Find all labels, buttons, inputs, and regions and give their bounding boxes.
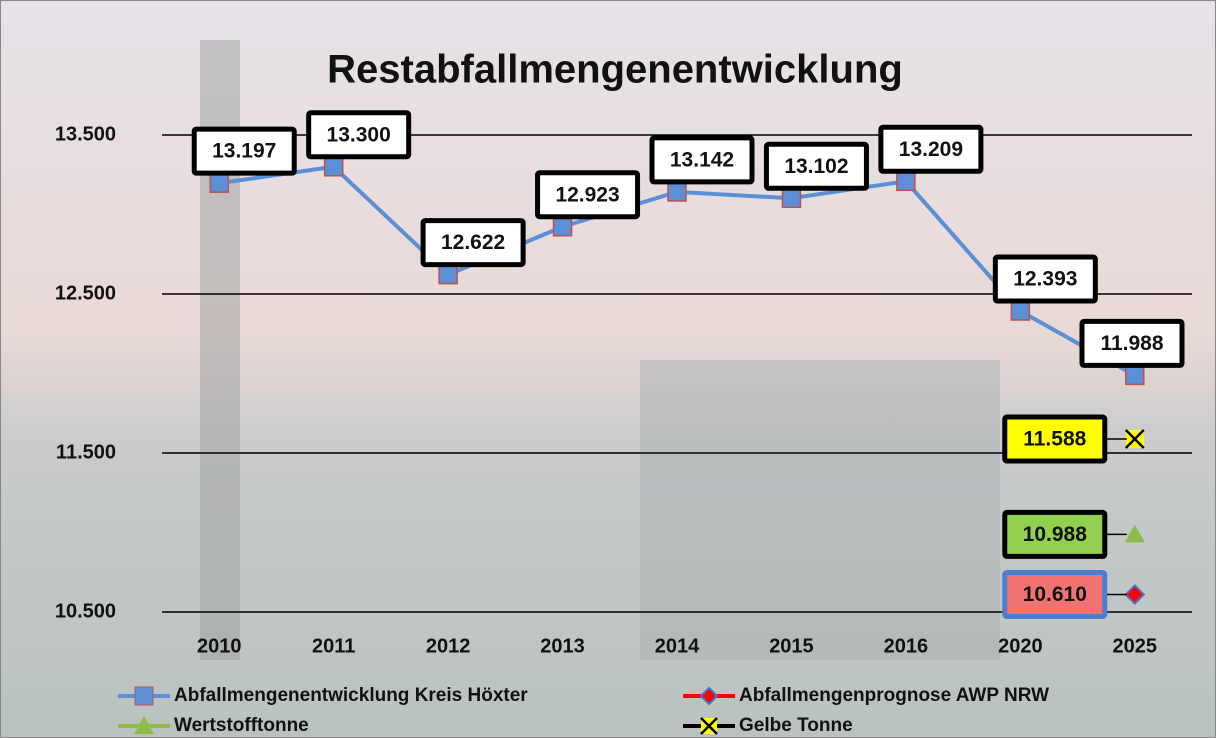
x-tick-label: 2010 xyxy=(197,635,242,657)
x-tick-label: 2012 xyxy=(426,635,471,657)
value-label-box xyxy=(992,254,1098,304)
value-label: 11.588 xyxy=(1023,428,1086,451)
value-label-box xyxy=(878,124,984,174)
data-point xyxy=(438,264,458,285)
value-label-box xyxy=(1002,570,1108,620)
value-label: 12.622 xyxy=(441,231,505,254)
value-label-box xyxy=(1002,414,1108,464)
x-tick-label: 2020 xyxy=(998,635,1043,657)
data-point xyxy=(667,182,687,202)
legend-marker xyxy=(699,686,719,706)
value-label: 13.300 xyxy=(327,123,391,146)
value-label-box xyxy=(1002,509,1108,559)
value-label: 11.988 xyxy=(1100,332,1163,355)
legend-label: Wertstofftonne xyxy=(174,715,309,736)
y-tick-label: 10.500 xyxy=(55,600,116,622)
value-label: 13.102 xyxy=(784,155,848,178)
chart-title: Restabfallmengenentwicklung xyxy=(327,48,903,92)
legend-marker xyxy=(134,716,154,734)
legend-label: Abfallmengenprognose AWP NRW xyxy=(739,685,1049,706)
legend-label: Abfallmengenentwicklung Kreis Höxter xyxy=(174,685,528,706)
x-tick-label: 2025 xyxy=(1113,635,1158,657)
value-label: 10.610 xyxy=(1023,583,1087,606)
y-tick-label: 11.500 xyxy=(56,441,116,463)
value-label: 13.209 xyxy=(899,138,963,161)
data-point xyxy=(1125,365,1145,386)
data-point xyxy=(1124,524,1145,543)
value-label-box xyxy=(306,110,412,160)
data-point xyxy=(1124,584,1146,605)
data-point xyxy=(781,188,802,209)
data-point xyxy=(209,173,229,193)
value-label-box xyxy=(191,126,297,176)
data-point xyxy=(1010,301,1031,321)
legend-marker-cross xyxy=(700,717,718,735)
legend-marker xyxy=(134,686,154,706)
value-label-box xyxy=(649,135,755,185)
data-point xyxy=(323,157,344,177)
value-label: 13.197 xyxy=(212,140,276,163)
data-point-cross xyxy=(1124,429,1145,449)
y-tick-label: 13.500 xyxy=(55,123,116,145)
value-label-box xyxy=(420,218,526,268)
data-point xyxy=(896,171,916,192)
y-tick-label: 12.500 xyxy=(55,282,116,304)
value-label-box xyxy=(535,170,641,220)
value-label-box xyxy=(763,141,869,191)
x-tick-label: 2013 xyxy=(540,635,585,657)
x-tick-label: 2014 xyxy=(655,635,700,657)
data-point xyxy=(552,216,573,237)
x-tick-label: 2011 xyxy=(312,635,355,657)
x-tick-label: 2016 xyxy=(884,635,929,657)
value-label: 10.988 xyxy=(1023,523,1088,546)
value-label: 12.393 xyxy=(1013,268,1077,291)
legend-label: Gelbe Tonne xyxy=(739,715,853,736)
x-tick-label: 2015 xyxy=(769,635,814,657)
background-plant xyxy=(640,360,1000,660)
value-label: 13.142 xyxy=(670,148,734,171)
value-label-box xyxy=(1079,318,1185,368)
value-label: 12.923 xyxy=(555,183,619,206)
